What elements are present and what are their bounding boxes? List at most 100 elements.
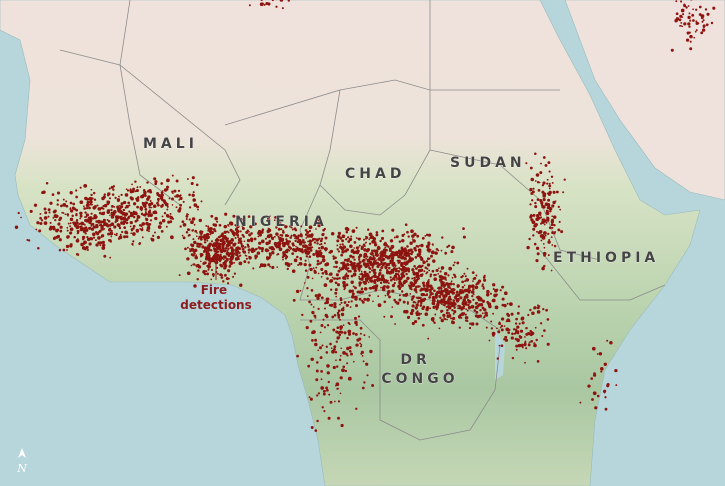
fire-dot <box>190 181 194 186</box>
fire-dot <box>290 262 293 265</box>
fire-dot <box>148 203 150 206</box>
fire-dot <box>188 193 191 197</box>
fire-dot <box>319 346 322 350</box>
fire-dot <box>496 327 498 330</box>
fire-dot <box>525 347 528 350</box>
fire-dot <box>527 313 530 317</box>
fire-dot <box>261 239 265 243</box>
fire-dot <box>274 216 277 219</box>
fire-dot <box>407 259 412 263</box>
fire-dot <box>406 276 410 280</box>
fire-dot <box>79 211 83 216</box>
fire-dot <box>192 198 197 202</box>
fire-dot <box>232 233 236 237</box>
fire-dot <box>243 260 247 264</box>
fire-dot <box>358 275 361 278</box>
fire-dot <box>118 226 122 230</box>
fire-dot <box>309 249 313 252</box>
fire-dot <box>192 191 195 194</box>
fire-dot <box>349 269 352 273</box>
fire-dot <box>443 297 446 301</box>
fire-dot <box>430 317 435 322</box>
fire-dot <box>550 223 554 227</box>
fire-dot <box>541 334 544 338</box>
fire-dot <box>541 190 545 194</box>
fire-dot <box>465 288 470 293</box>
fire-dot <box>344 369 348 373</box>
fire-dot <box>355 246 359 250</box>
fire-dot <box>426 263 431 267</box>
fire-dot <box>245 257 248 260</box>
fire-dot <box>171 204 174 206</box>
fire-dot <box>419 268 424 272</box>
fire-dot <box>195 254 198 257</box>
fire-dot <box>442 313 446 318</box>
fire-dot <box>450 317 453 320</box>
fire-dot <box>551 231 555 235</box>
fire-dot <box>354 332 358 336</box>
fire-dot <box>333 302 337 306</box>
fire-dot <box>223 224 228 229</box>
fire-dot <box>545 221 548 224</box>
fire-dot <box>157 225 162 229</box>
fire-dot <box>188 218 191 221</box>
fire-dot <box>102 220 106 224</box>
fire-dot <box>96 204 99 207</box>
fire-dot <box>355 251 360 255</box>
fire-dot <box>446 283 449 286</box>
fire-dot <box>349 350 352 353</box>
fire-dot <box>107 192 111 196</box>
border <box>224 79 431 216</box>
fire-dot <box>47 208 51 212</box>
fire-dot <box>91 232 96 237</box>
fire-dot <box>226 230 229 233</box>
fire-dot <box>78 223 80 226</box>
fire-dot <box>249 225 253 229</box>
fire-dot <box>161 192 164 195</box>
fire-dot <box>196 263 200 268</box>
fire-dot <box>56 228 60 232</box>
fire-dot <box>191 193 195 197</box>
fire-dot <box>393 282 396 285</box>
fire-dot <box>88 206 91 210</box>
fire-dot <box>413 282 416 285</box>
fire-dot <box>536 360 540 363</box>
fire-dot <box>478 303 480 305</box>
fire-dot <box>529 187 533 192</box>
fire-dot <box>464 313 467 316</box>
fire-dot <box>84 216 86 218</box>
fire-dot <box>62 198 65 201</box>
fire-dot <box>191 217 196 221</box>
fire-dot <box>335 265 338 269</box>
fire-dot <box>166 208 169 211</box>
fire-dot <box>516 338 520 343</box>
fire-dot <box>344 246 347 248</box>
fire-dot <box>479 308 482 312</box>
fire-dot <box>394 300 398 304</box>
fire-dot <box>317 293 322 298</box>
fire-dot <box>171 197 174 201</box>
fire-dot <box>93 226 97 229</box>
fire-dot <box>119 233 122 236</box>
fire-dot <box>228 252 232 255</box>
fire-dot <box>85 218 89 222</box>
fire-dot <box>315 238 319 242</box>
fire-dot <box>289 247 292 250</box>
fire-dot <box>427 233 432 237</box>
fire-dot <box>56 191 61 195</box>
fire-dot <box>438 327 441 330</box>
fire-dot <box>48 211 51 214</box>
fire-dot <box>125 188 128 191</box>
fire-dot <box>516 331 520 335</box>
fire-dot <box>195 235 198 238</box>
fire-dot <box>447 305 450 308</box>
fire-dot <box>353 269 357 273</box>
fire-dot <box>308 300 311 304</box>
fire-dot <box>517 305 520 308</box>
fire-dot <box>548 226 552 229</box>
fire-dot <box>455 291 458 294</box>
fire-dot <box>461 301 466 306</box>
fire-dot <box>402 293 406 297</box>
fire-dot <box>113 206 116 208</box>
fire-dot <box>358 244 361 247</box>
